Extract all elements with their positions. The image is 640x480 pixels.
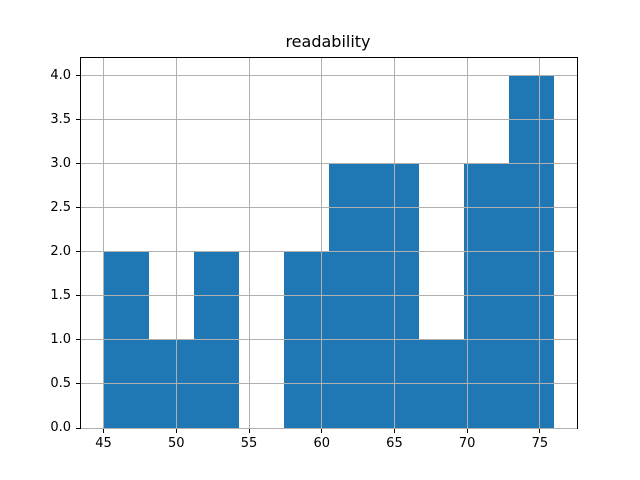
gridline-horizontal bbox=[81, 207, 577, 209]
x-tick-mark bbox=[248, 429, 250, 433]
gridline-vertical bbox=[393, 58, 395, 428]
gridline-horizontal bbox=[81, 427, 577, 429]
gridline-horizontal bbox=[81, 75, 577, 77]
y-tick-label: 1.0 bbox=[50, 331, 71, 347]
y-tick-label: 2.0 bbox=[50, 243, 71, 259]
x-tick-mark bbox=[175, 429, 177, 433]
gridline-horizontal bbox=[81, 339, 577, 341]
x-tick-label: 45 bbox=[95, 436, 112, 451]
y-tick-mark bbox=[76, 295, 80, 297]
gridline-vertical bbox=[466, 58, 468, 428]
y-tick-label: 0.5 bbox=[50, 375, 71, 391]
gridline-vertical bbox=[321, 58, 323, 428]
y-tick-mark bbox=[76, 427, 80, 429]
y-tick-label: 0.0 bbox=[50, 420, 71, 435]
x-tick-label: 70 bbox=[458, 436, 476, 451]
y-tick-mark bbox=[76, 119, 80, 121]
x-tick-label: 65 bbox=[386, 436, 403, 451]
y-tick-mark bbox=[76, 339, 80, 341]
y-tick-mark bbox=[76, 207, 80, 209]
y-tick-label: 3.0 bbox=[50, 155, 71, 171]
x-tick-mark bbox=[539, 429, 541, 433]
y-tick-mark bbox=[76, 163, 80, 165]
y-tick-mark bbox=[76, 383, 80, 385]
plot-area bbox=[80, 57, 578, 429]
y-tick-label: 1.5 bbox=[50, 287, 71, 303]
chart-title: readability bbox=[285, 32, 371, 51]
gridline-vertical bbox=[103, 58, 105, 428]
x-tick-mark bbox=[466, 429, 468, 433]
x-tick-label: 50 bbox=[167, 436, 185, 451]
y-tick-label: 3.5 bbox=[50, 111, 71, 127]
x-tick-label: 60 bbox=[313, 436, 330, 451]
gridline-vertical bbox=[248, 58, 250, 428]
y-tick-mark bbox=[76, 75, 80, 77]
gridline-vertical bbox=[539, 58, 541, 428]
y-tick-label: 2.5 bbox=[50, 199, 71, 215]
x-tick-label: 55 bbox=[240, 436, 258, 451]
gridline-vertical bbox=[175, 58, 177, 428]
x-tick-mark bbox=[393, 429, 395, 433]
gridline-horizontal bbox=[81, 251, 577, 253]
x-tick-mark bbox=[321, 429, 323, 433]
gridline-horizontal bbox=[81, 383, 577, 385]
gridline-horizontal bbox=[81, 119, 577, 121]
x-tick-mark bbox=[103, 429, 105, 433]
gridline-horizontal bbox=[81, 163, 577, 165]
x-tick-label: 75 bbox=[531, 436, 549, 451]
y-tick-label: 4.0 bbox=[50, 67, 71, 83]
y-tick-mark bbox=[76, 251, 80, 253]
gridline-horizontal bbox=[81, 295, 577, 297]
